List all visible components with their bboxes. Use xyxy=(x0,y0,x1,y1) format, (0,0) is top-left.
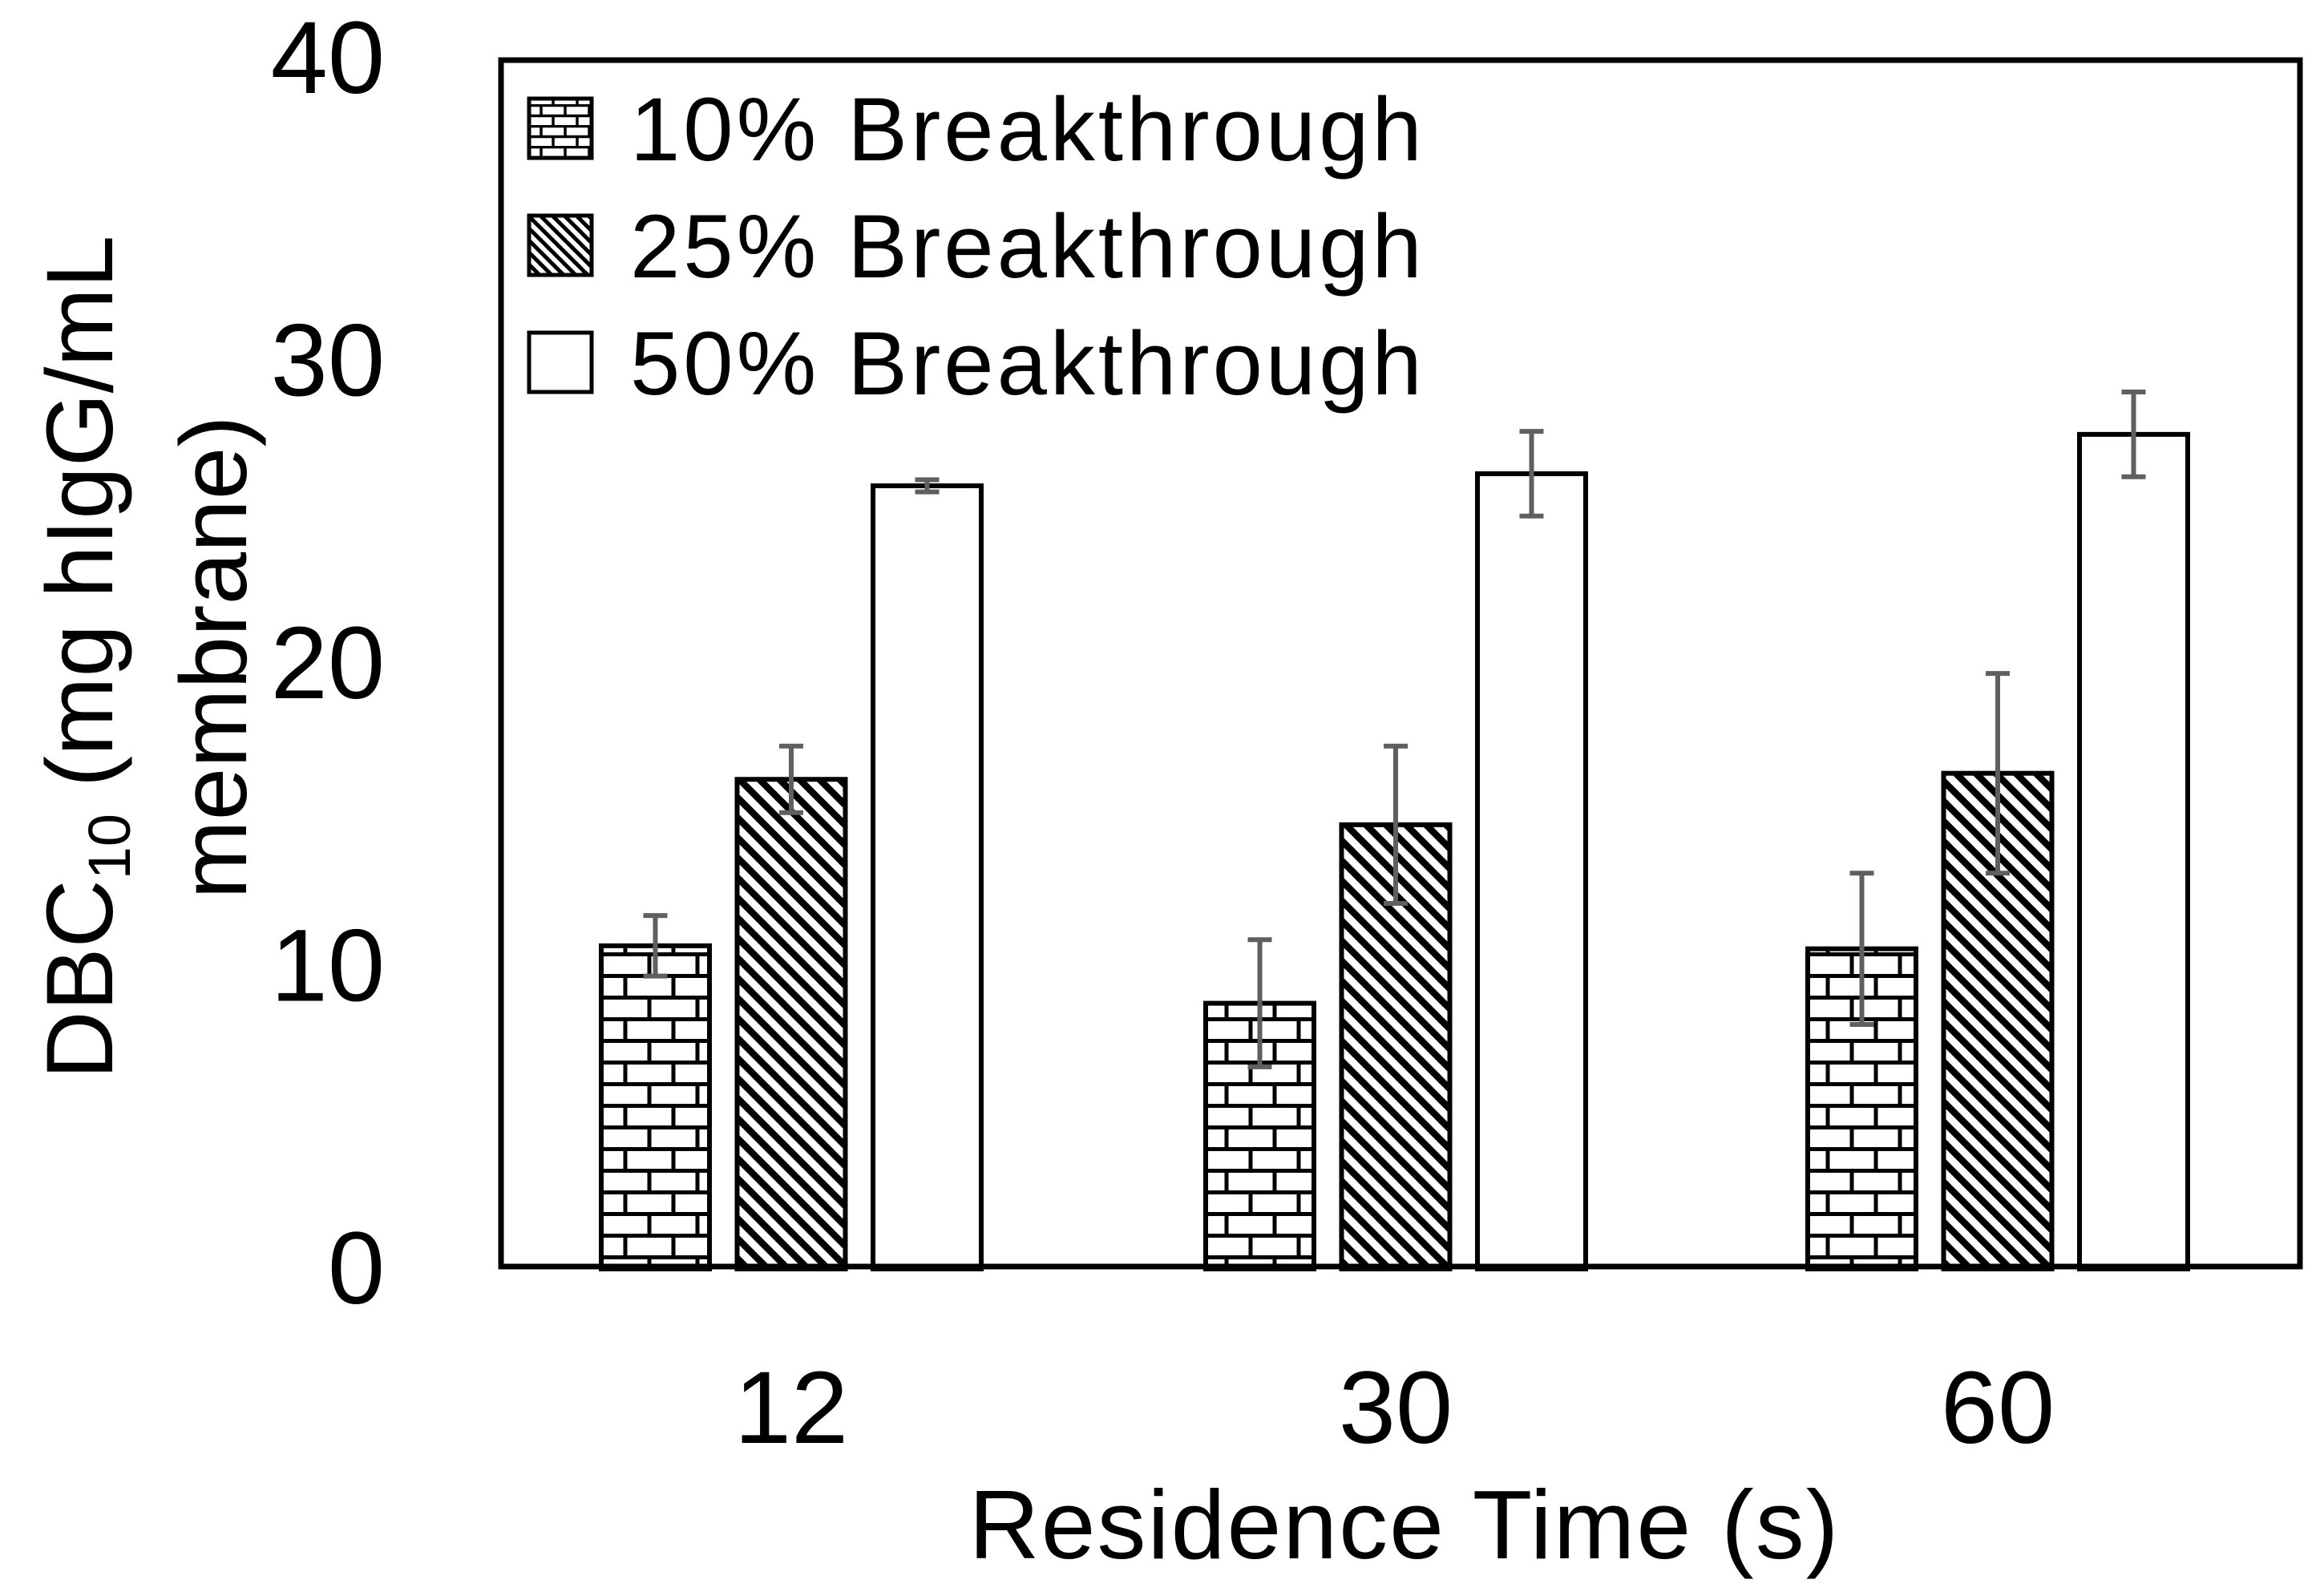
y-tick-label-40: 40 xyxy=(271,1,385,115)
y-tick-label-0: 0 xyxy=(328,1211,385,1326)
y-tick-label-30: 30 xyxy=(271,304,385,418)
y-axis-title-line2: membrane) xyxy=(161,415,267,899)
legend-item-10pct: 10% Breakthrough xyxy=(527,79,1425,180)
x-axis-title: Residence Time (s) xyxy=(969,1470,1841,1579)
bar-none-rt30 xyxy=(1475,471,1588,1271)
legend-item-25pct: 25% Breakthrough xyxy=(527,196,1425,297)
bar-none-rt12 xyxy=(871,483,984,1271)
plot-border xyxy=(498,57,2303,1270)
error-bar-diagonal-rt12 xyxy=(779,743,803,815)
y-tick-label-10: 10 xyxy=(271,909,385,1024)
error-bar-brick-rt30 xyxy=(1247,937,1272,1069)
error-bar-none-rt60 xyxy=(2121,390,2146,479)
legend-label: 10% Breakthrough xyxy=(630,79,1425,180)
bar-diagonal-rt12 xyxy=(734,777,848,1271)
y-axis-title: DBC10 (mg hIgG/mL membrane) xyxy=(27,236,267,1080)
legend: 10% Breakthrough 25% Breakthrough 50% Brea… xyxy=(527,79,1425,414)
y-tick-label-20: 20 xyxy=(271,606,385,721)
bars-layer xyxy=(599,431,2190,1271)
error-bar-brick-rt12 xyxy=(643,913,668,979)
legend-label: 25% Breakthrough xyxy=(630,196,1425,297)
error-bar-diagonal-rt60 xyxy=(1986,671,2010,876)
x-tick-label-60: 60 xyxy=(1941,1351,2055,1465)
error-bar-none-rt12 xyxy=(915,477,940,495)
error-bars-layer xyxy=(643,390,2146,1069)
legend-swatch-none-icon xyxy=(527,330,594,394)
error-bar-brick-rt60 xyxy=(1849,871,1874,1027)
x-tick-label-12: 12 xyxy=(734,1351,848,1465)
legend-swatch-brick-icon xyxy=(527,96,594,160)
x-tick-labels: 12 30 60 xyxy=(734,1351,2055,1465)
legend-swatch-diagonal-icon xyxy=(527,213,594,277)
bar-none-rt60 xyxy=(2077,431,2190,1271)
error-bar-none-rt30 xyxy=(1519,429,1544,519)
error-bar-diagonal-rt30 xyxy=(1384,743,1408,906)
x-tick-label-30: 30 xyxy=(1339,1351,1453,1465)
y-tick-labels: 0 10 20 30 40 xyxy=(271,1,385,1326)
y-axis-title-line1: DBC10 (mg hIgG/mL xyxy=(27,236,143,1080)
legend-item-50pct: 50% Breakthrough xyxy=(527,313,1425,414)
bar-brick-rt12 xyxy=(599,943,712,1271)
legend-label: 50% Breakthrough xyxy=(630,313,1425,414)
